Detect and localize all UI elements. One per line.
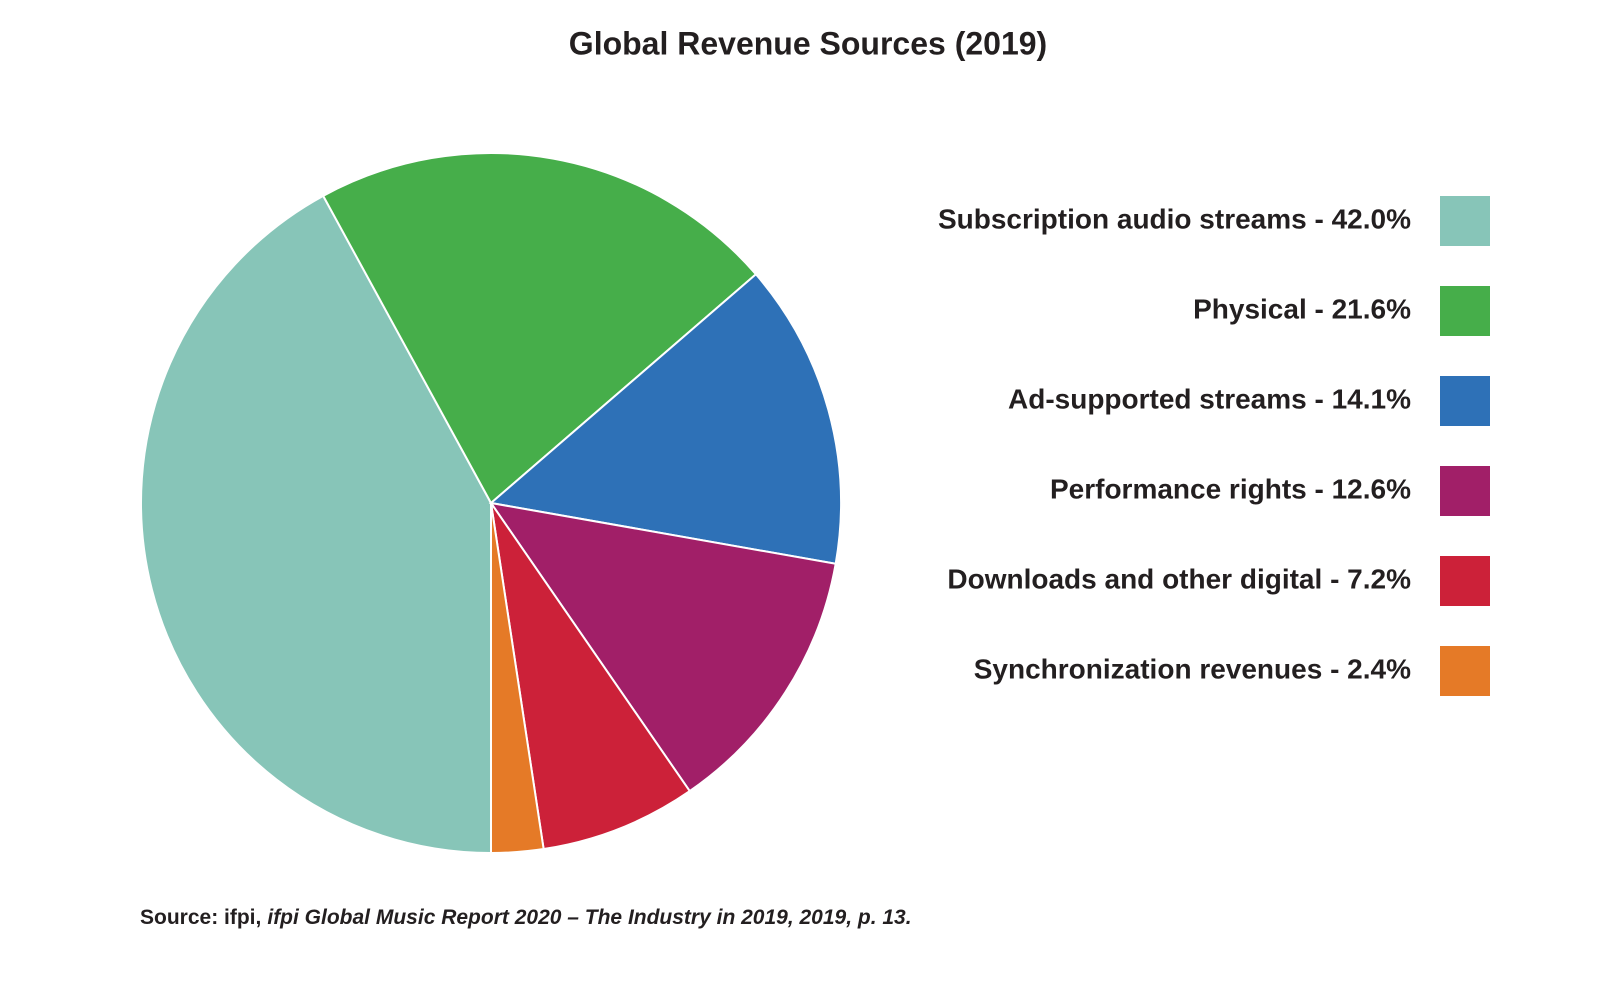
legend-swatch (1440, 556, 1490, 606)
legend-label: Physical - 21.6% (1193, 293, 1411, 324)
legend-label: Performance rights - 12.6% (1050, 473, 1411, 504)
pie-slice (488, 272, 842, 565)
legend-label: Synchronization revenues - 2.4% (974, 653, 1411, 684)
pie (140, 152, 842, 855)
legend-swatch (1440, 466, 1490, 516)
source-prefix: Source: ifpi, (140, 906, 261, 929)
legend-label: Subscription audio streams - 42.0% (938, 203, 1411, 234)
pie-slice (488, 501, 837, 793)
chart-title: Global Revenue Sources (2019) (569, 25, 1047, 61)
legend-swatch (1440, 646, 1490, 696)
legend-swatch (1440, 196, 1490, 246)
pie-slice (490, 502, 692, 851)
legend: Subscription audio streams - 42.0% Physic… (938, 196, 1490, 696)
pie-slice (490, 502, 545, 855)
legend-label: Downloads and other digital - 7.2% (947, 563, 1411, 594)
legend-swatch (1440, 286, 1490, 336)
pie-slice (140, 194, 492, 855)
source-title: ifpi Global Music Report 2020 – The Indu… (267, 906, 911, 929)
source-note: Source: ifpi, ifpi Global Music Report 20… (140, 906, 912, 929)
legend-swatch (1440, 376, 1490, 426)
legend-label: Ad-supported streams - 14.1% (1008, 383, 1411, 414)
pie-slice (321, 152, 758, 505)
